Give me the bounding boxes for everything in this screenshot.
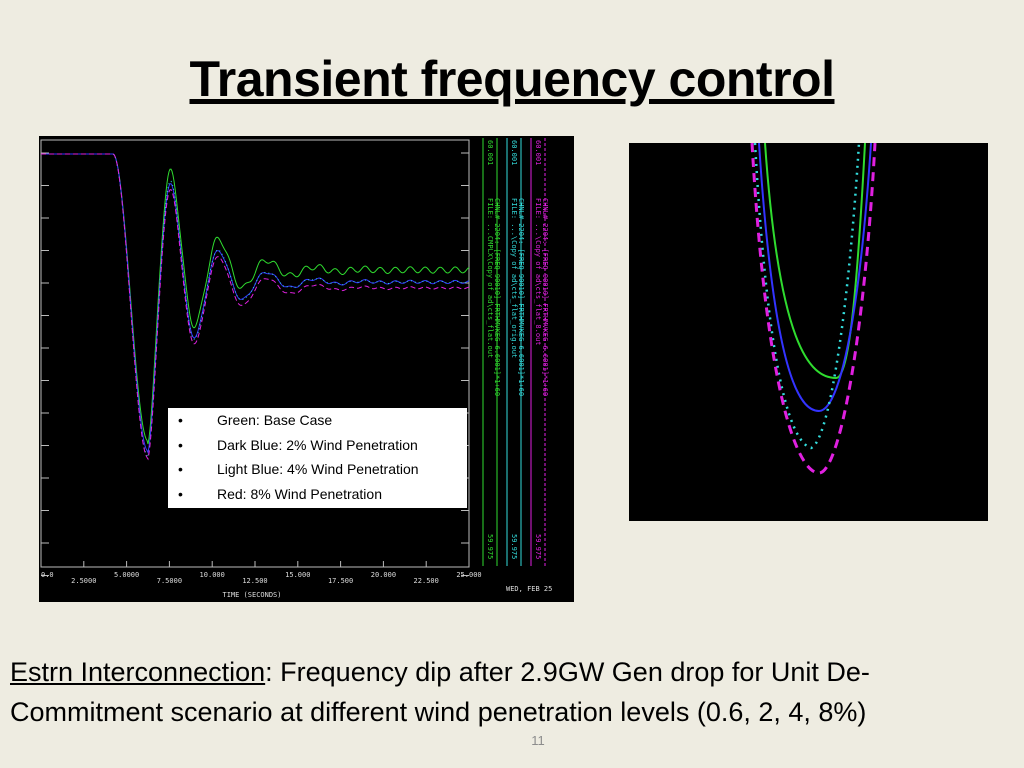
x-tick-label: 10.000 [200, 571, 225, 579]
legend-item: • Green: Base Case [168, 408, 467, 433]
legend-bullet: • [178, 461, 183, 477]
frequency-curve [41, 153, 470, 461]
page-number: 11 [531, 733, 545, 748]
x-tick-label: 0.0 [41, 571, 54, 579]
legend-text: Green: Base Case [217, 412, 333, 428]
legend-bullet: • [178, 436, 183, 453]
date-label: WED, FEB 25 [506, 585, 552, 593]
channel-desc: CHNL# 2204: [FREQ 90010] FRTHMVKEG 6.600… [541, 198, 549, 396]
channel-file: FILE: ...CMPLX\Copy of ad\cts_flat.out [486, 198, 494, 358]
x-tick-label: 25.000 [456, 571, 481, 579]
zoom-curve-blue [758, 143, 872, 413]
frequency-curve [41, 153, 470, 455]
frequency-plot: 0.0 2.5000 5.0000 7.5000 10.000 12.500 15.000 1… [39, 136, 574, 602]
zoom-curve-magenta [750, 143, 877, 475]
zoom-curve-cyan [753, 143, 861, 450]
plot-background [39, 136, 574, 602]
zoom-curve-green [764, 143, 866, 380]
slide-title: Transient frequency control [189, 51, 835, 107]
x-tick-label: 2.5000 [71, 577, 96, 585]
channel-top: 60.001 [510, 140, 518, 165]
legend-text: Dark Blue: 2% Wind Penetration [217, 436, 418, 453]
channel-file: FILE: ...\Copy of ad\cts_flat_8.out [534, 198, 542, 346]
x-tick-label: 5.0000 [114, 571, 139, 579]
caption-link: Estrn Interconnection [10, 657, 266, 687]
x-tick-label: 15.000 [285, 571, 310, 579]
caption-text: : Frequency dip after 2.9GW Gen drop for… [10, 657, 870, 727]
x-tick-label: 22.500 [414, 577, 439, 585]
frequency-curve [41, 153, 470, 459]
channel-desc: CHNL# 2204: [FREQ 90010] FRTHMVKEG 6.600… [493, 198, 501, 396]
zoom-background [629, 143, 988, 521]
legend-text: Light Blue: 4% Wind Penetration [217, 461, 419, 477]
legend-text: Red: 8% Wind Penetration [217, 485, 382, 502]
x-tick-label: 12.500 [242, 577, 267, 585]
x-tick-label: 20.000 [371, 571, 396, 579]
zoomed-plot [629, 143, 988, 521]
legend-item: • Light Blue: 4% Wind Penetration [168, 457, 467, 482]
channel-bottom: 59.975 [486, 534, 494, 559]
channel-bottom: 59.975 [510, 534, 518, 559]
x-axis-label: TIME (SECONDS) [222, 591, 281, 599]
channel-bottom: 59.975 [534, 534, 542, 559]
legend-bullet: • [178, 485, 183, 502]
caption: Estrn Interconnection: Frequency dip aft… [10, 652, 1015, 732]
legend-bullet: • [178, 412, 183, 428]
channel-top: 60.001 [486, 140, 494, 165]
channel-file: FILE: ...\Copy of ad\cts_flat_orig.out [510, 198, 518, 358]
legend-item: • Red: 8% Wind Penetration [168, 482, 467, 507]
x-tick-label: 17.500 [328, 577, 353, 585]
channel-desc: CHNL# 2204: [FREQ 90010] FRTHMVKEG 6.600… [517, 198, 525, 396]
channel-top: 60.001 [534, 140, 542, 165]
x-tick-label: 7.5000 [157, 577, 182, 585]
legend-item: • Dark Blue: 2% Wind Penetration [168, 433, 467, 458]
legend: • Green: Base Case • Dark Blue: 2% Wind Pen… [168, 408, 467, 508]
